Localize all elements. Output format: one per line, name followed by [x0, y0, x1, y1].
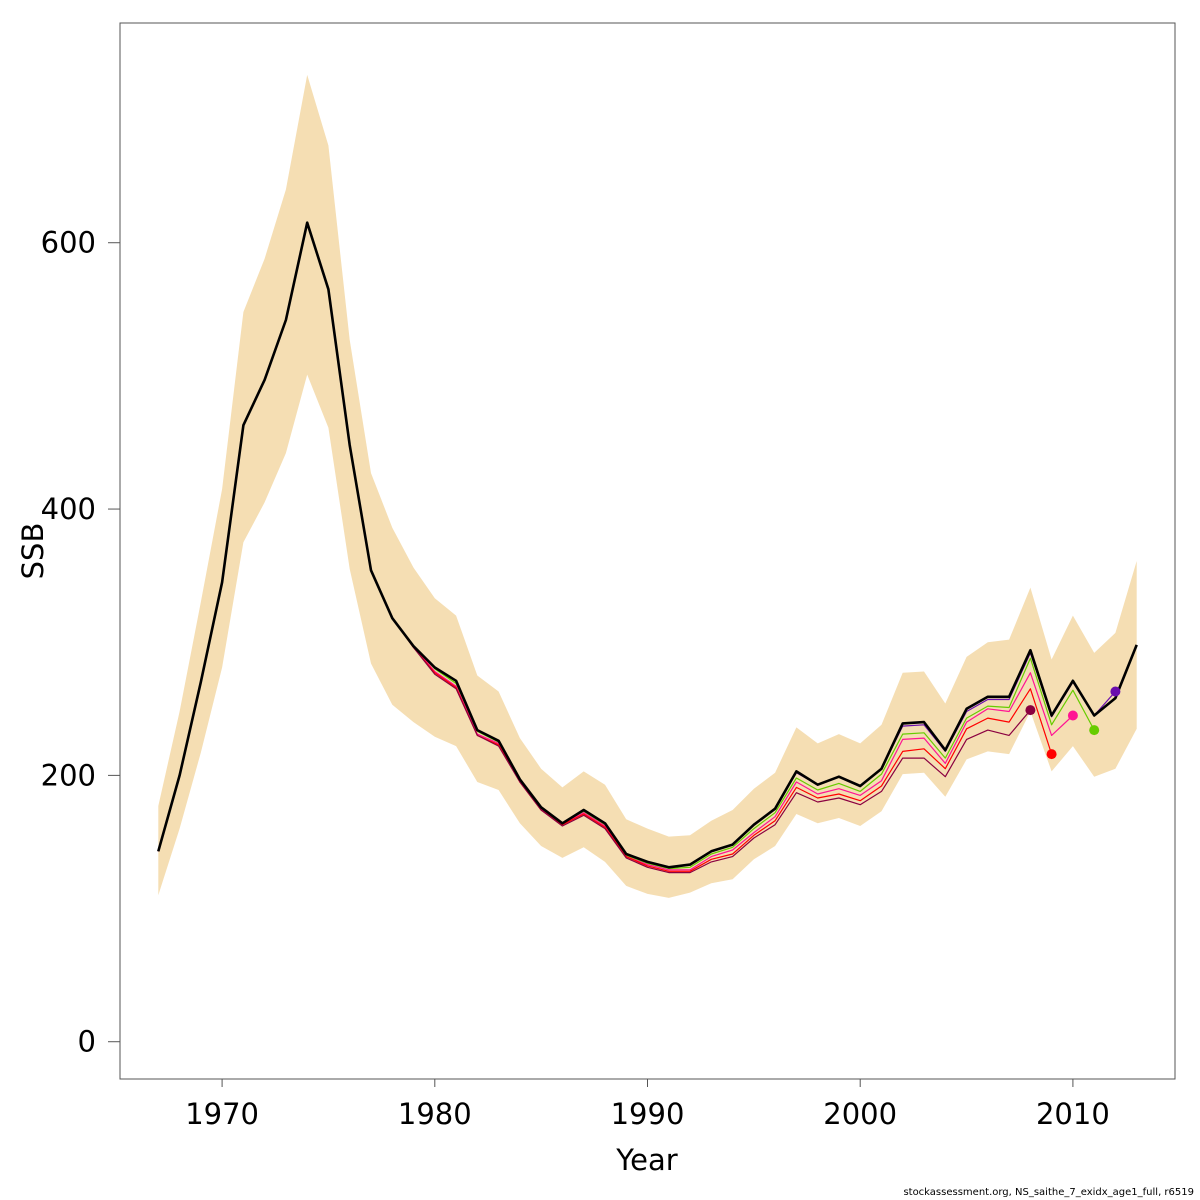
retro-point-2008 — [1025, 705, 1036, 716]
x-tick-label: 2000 — [823, 1097, 897, 1131]
y-axis-label: SSB — [16, 523, 50, 580]
x-tick-label: 1980 — [398, 1097, 472, 1131]
x-tick-label: 1970 — [185, 1097, 259, 1131]
axes-layer: 1970 1980 1990 2000 2010 0 200 400 600 — [41, 226, 1110, 1131]
retro-points-layer — [1025, 686, 1121, 760]
y-tick-label: 200 — [41, 758, 96, 792]
x-axis-label: Year — [615, 1143, 677, 1177]
x-tick-label: 2010 — [1036, 1097, 1110, 1131]
series-line-2013 — [157, 221, 1138, 869]
y-tick-label: 0 — [78, 1025, 96, 1059]
series-lines-layer — [157, 221, 1138, 874]
x-tick-label: 1990 — [611, 1097, 685, 1131]
retro-point-2009 — [1046, 749, 1057, 760]
confidence-band-layer — [158, 74, 1137, 898]
retro-point-2012 — [1110, 686, 1121, 697]
retro-point-2010 — [1067, 710, 1078, 721]
y-tick-label: 600 — [41, 226, 96, 260]
y-tick-label: 400 — [41, 492, 96, 526]
footer-caption: stockassessment.org, NS_saithe_7_exidx_a… — [903, 1187, 1194, 1198]
retro-point-2011 — [1089, 725, 1100, 736]
confidence-band — [158, 74, 1137, 898]
